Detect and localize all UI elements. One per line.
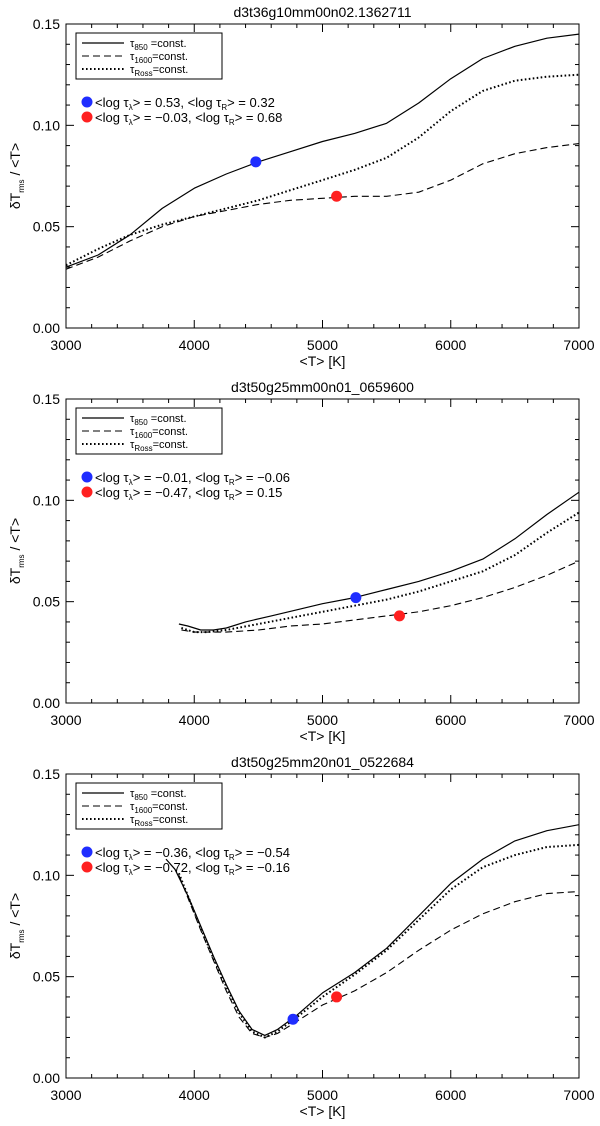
x-tick-label: 3000 bbox=[50, 337, 81, 353]
annotation-text: <log τλ> = −0.03, <log τR> = 0.68 bbox=[95, 110, 282, 127]
x-tick-label: 6000 bbox=[435, 712, 466, 728]
marker-point bbox=[331, 190, 343, 202]
series-line-ross bbox=[181, 511, 579, 634]
marker-point bbox=[250, 156, 262, 168]
annotation-dot bbox=[81, 846, 93, 858]
legend-entry: τ850 =const. bbox=[130, 413, 187, 427]
series-line-1600 bbox=[66, 143, 579, 270]
chart-panel-1: d3t36g10mm00n02.1362711 3000 4000 5000 6000 7… bbox=[7, 4, 595, 369]
legend-entry: τ850 =const. bbox=[130, 38, 187, 52]
legend-entry: τRoss=const. bbox=[130, 64, 188, 78]
y-tick-label: 0.00 bbox=[33, 695, 60, 711]
legend-box bbox=[75, 407, 223, 455]
legend-entry: τ1600=const. bbox=[130, 51, 188, 65]
chart-panel-2: d3t50g25mm00n01_0659600 3000 4000 5000 6000 7… bbox=[7, 379, 595, 744]
x-tick-label: 7000 bbox=[563, 712, 594, 728]
legend-entry: τ1600=const. bbox=[130, 801, 188, 815]
y-axis-label: δTrms / <T> bbox=[7, 518, 26, 584]
series-line-1600 bbox=[181, 560, 579, 633]
chart-title: d3t50g25mm20n01_0522684 bbox=[231, 754, 414, 770]
x-tick-label: 7000 bbox=[563, 1087, 594, 1103]
chart-panel-3: d3t50g25mm20n01_0522684 3000 4000 5000 6000 7… bbox=[7, 754, 595, 1119]
series-line-850 bbox=[178, 491, 579, 631]
marker-point bbox=[393, 610, 405, 622]
annotation-text: <log τλ> = −0.01, <log τR> = −0.06 bbox=[95, 470, 290, 487]
y-tick-label: 0.05 bbox=[33, 594, 60, 610]
y-tick-label: 0.10 bbox=[33, 117, 60, 133]
annotation-text: <log τλ> = −0.47, <log τR> = 0.15 bbox=[95, 485, 282, 502]
chart-title: d3t50g25mm00n01_0659600 bbox=[231, 379, 414, 395]
y-tick-label: 0.10 bbox=[33, 867, 60, 883]
legend-entry: τRoss=const. bbox=[130, 439, 188, 453]
y-tick-label: 0.15 bbox=[33, 16, 60, 32]
x-tick-label: 5000 bbox=[307, 337, 338, 353]
y-tick-label: 0.05 bbox=[33, 969, 60, 985]
annotation-text: <log τλ> = −0.72, <log τR> = −0.16 bbox=[95, 860, 290, 877]
annotation-dot bbox=[81, 471, 93, 483]
x-tick-label: 6000 bbox=[435, 1087, 466, 1103]
x-tick-label: 4000 bbox=[179, 337, 210, 353]
annotation-text: <log τλ> = −0.36, <log τR> = −0.54 bbox=[95, 845, 290, 862]
legend-entry: τRoss=const. bbox=[130, 814, 188, 828]
x-tick-label: 4000 bbox=[179, 712, 210, 728]
series-line-850 bbox=[66, 33, 579, 268]
y-tick-label: 0.10 bbox=[33, 492, 60, 508]
y-tick-label: 0.15 bbox=[33, 766, 60, 782]
x-tick-label: 7000 bbox=[563, 337, 594, 353]
x-tick-label: 3000 bbox=[50, 712, 81, 728]
x-axis-label: <T> [K] bbox=[300, 728, 346, 744]
legend-entry: τ850 =const. bbox=[130, 788, 187, 802]
x-tick-label: 6000 bbox=[435, 337, 466, 353]
x-tick-label: 5000 bbox=[307, 1087, 338, 1103]
y-axis-label: δTrms / <T> bbox=[7, 893, 26, 959]
series-line-ross bbox=[66, 73, 579, 267]
y-axis-label: δTrms / <T> bbox=[7, 143, 26, 209]
annotation-dot bbox=[81, 111, 93, 123]
x-axis-label: <T> [K] bbox=[300, 1103, 346, 1119]
y-tick-label: 0.00 bbox=[33, 320, 60, 336]
y-tick-label: 0.15 bbox=[33, 391, 60, 407]
legend-box bbox=[75, 32, 223, 80]
x-axis-label: <T> [K] bbox=[300, 353, 346, 369]
chart-title: d3t36g10mm00n02.1362711 bbox=[233, 4, 411, 20]
marker-point bbox=[350, 592, 362, 604]
x-tick-label: 5000 bbox=[307, 712, 338, 728]
annotation-dot bbox=[81, 486, 93, 498]
x-tick-label: 4000 bbox=[179, 1087, 210, 1103]
y-tick-label: 0.00 bbox=[33, 1070, 60, 1086]
annotation-text: <log τλ> = 0.53, <log τR> = 0.32 bbox=[95, 95, 275, 112]
series-line-850 bbox=[165, 824, 579, 1036]
annotation-dot bbox=[81, 96, 93, 108]
marker-point bbox=[331, 991, 343, 1003]
legend-box bbox=[75, 782, 223, 830]
annotation-dot bbox=[81, 861, 93, 873]
legend-entry: τ1600=const. bbox=[130, 426, 188, 440]
x-tick-label: 3000 bbox=[50, 1087, 81, 1103]
y-tick-label: 0.05 bbox=[33, 219, 60, 235]
marker-point bbox=[287, 1013, 299, 1025]
